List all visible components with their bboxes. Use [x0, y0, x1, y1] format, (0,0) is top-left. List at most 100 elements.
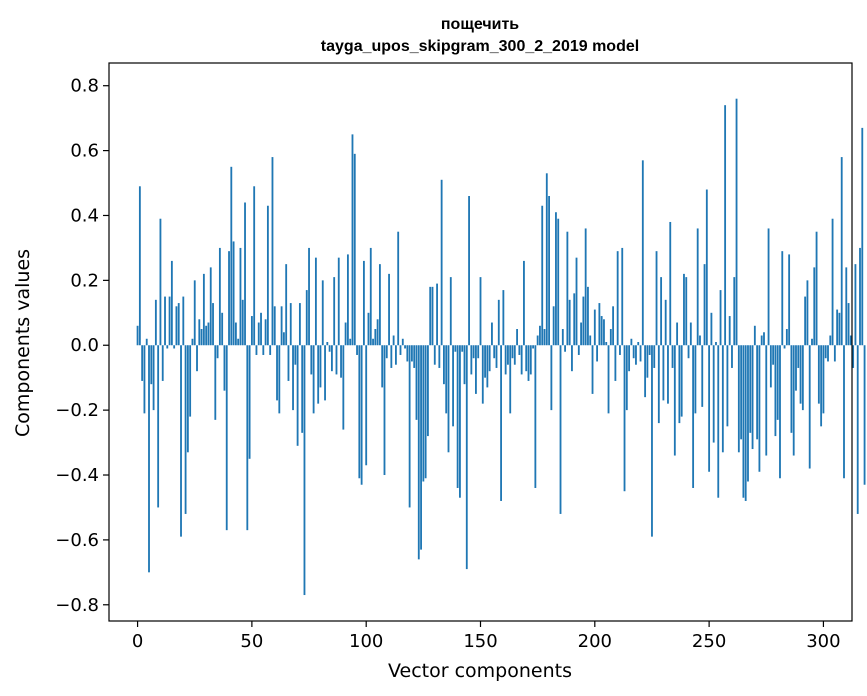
bar-111: [390, 345, 393, 368]
bar-113: [395, 345, 397, 365]
bar-74: [305, 290, 308, 346]
y-axis-ticks: −0.8 −0.6 −0.4 −0.2 0.0 0.2 0.4 0.6 0.8: [55, 76, 109, 616]
bar-97: [358, 345, 361, 479]
bar-260: [731, 345, 733, 368]
bar-4: [145, 338, 148, 346]
bar-99: [362, 260, 365, 346]
bar-212: [621, 247, 624, 346]
bar-116: [401, 338, 404, 346]
bar-80: [319, 345, 322, 388]
bar-226: [653, 345, 656, 368]
bar-204: [603, 319, 605, 346]
bar-67: [289, 303, 292, 346]
bar-250: [708, 345, 711, 472]
bar-54: [260, 312, 262, 346]
bar-109: [385, 345, 388, 359]
bar-258: [726, 345, 729, 427]
bar-186: [561, 329, 564, 346]
bar-11: [161, 345, 164, 381]
bar-276: [767, 228, 770, 346]
bar-147: [472, 345, 475, 359]
bar-182: [552, 306, 555, 346]
bar-39: [225, 345, 228, 531]
bar-248: [703, 264, 706, 346]
bar-220: [639, 345, 642, 362]
bar-79: [317, 345, 320, 404]
bar-118: [406, 345, 409, 362]
bar-129: [431, 286, 434, 346]
bar-81: [321, 280, 324, 346]
bar-125: [422, 345, 425, 482]
bar-92: [346, 254, 349, 346]
bar-256: [721, 345, 724, 453]
bar-121: [413, 345, 416, 368]
bar-49: [248, 345, 251, 459]
bar-227: [655, 251, 658, 346]
bar-251: [710, 312, 713, 346]
bar-173: [532, 345, 534, 349]
bar-70: [296, 345, 299, 446]
bar-189: [568, 299, 571, 346]
bar-50: [250, 316, 253, 346]
bar-176: [539, 325, 541, 346]
bar-156: [493, 345, 496, 359]
bar-198: [589, 335, 592, 346]
bar-172: [529, 345, 532, 375]
bar-171: [527, 345, 530, 381]
bar-149: [477, 345, 480, 359]
bar-300: [822, 345, 825, 414]
y-tick-label-7: 0.6: [70, 141, 99, 162]
bar-266: [744, 345, 747, 501]
bar-28: [200, 329, 203, 346]
bar-153: [486, 345, 489, 388]
bar-210: [616, 251, 619, 346]
bar-157: [495, 345, 498, 368]
bar-62: [278, 345, 281, 414]
bar-218: [635, 345, 637, 365]
bar-134: [443, 345, 445, 385]
bar-197: [587, 286, 589, 346]
bar-33: [212, 303, 214, 346]
bar-57: [266, 205, 269, 346]
bar-219: [637, 342, 640, 346]
bar-95: [353, 153, 356, 346]
bar-24: [191, 338, 194, 346]
bar-73: [303, 345, 306, 596]
bar-209: [614, 345, 617, 381]
bar-287: [792, 345, 795, 456]
bar-305: [833, 345, 836, 362]
bar-313: [852, 345, 855, 368]
bar-303: [829, 335, 832, 346]
bar-190: [571, 345, 573, 372]
bar-131: [436, 283, 438, 346]
bar-141: [459, 345, 461, 498]
x-tick-label-100: 100: [349, 631, 383, 652]
bar-169: [523, 260, 525, 346]
bar-135: [445, 345, 448, 414]
bar-29: [202, 273, 205, 346]
bar-72: [301, 345, 304, 433]
bar-196: [584, 228, 587, 346]
bar-187: [564, 345, 566, 352]
bar-231: [664, 299, 667, 346]
bar-6: [150, 345, 153, 385]
bar-317: [861, 127, 864, 346]
bar-288: [795, 345, 797, 391]
bar-273: [760, 335, 763, 346]
bar-253: [715, 342, 717, 346]
bar-144: [465, 345, 468, 570]
bar-306: [836, 309, 839, 346]
bar-166: [516, 329, 518, 346]
bar-161: [504, 345, 507, 375]
bar-188: [566, 231, 569, 346]
bar-215: [628, 345, 631, 372]
y-tick-label-4: 0.0: [70, 335, 99, 356]
bar-234: [671, 345, 674, 368]
bar-269: [751, 345, 754, 450]
bar-223: [646, 345, 649, 378]
bar-295: [811, 338, 813, 346]
bar-200: [593, 309, 596, 346]
bar-207: [609, 329, 612, 346]
bar-293: [806, 280, 809, 346]
bar-0: [136, 325, 139, 346]
